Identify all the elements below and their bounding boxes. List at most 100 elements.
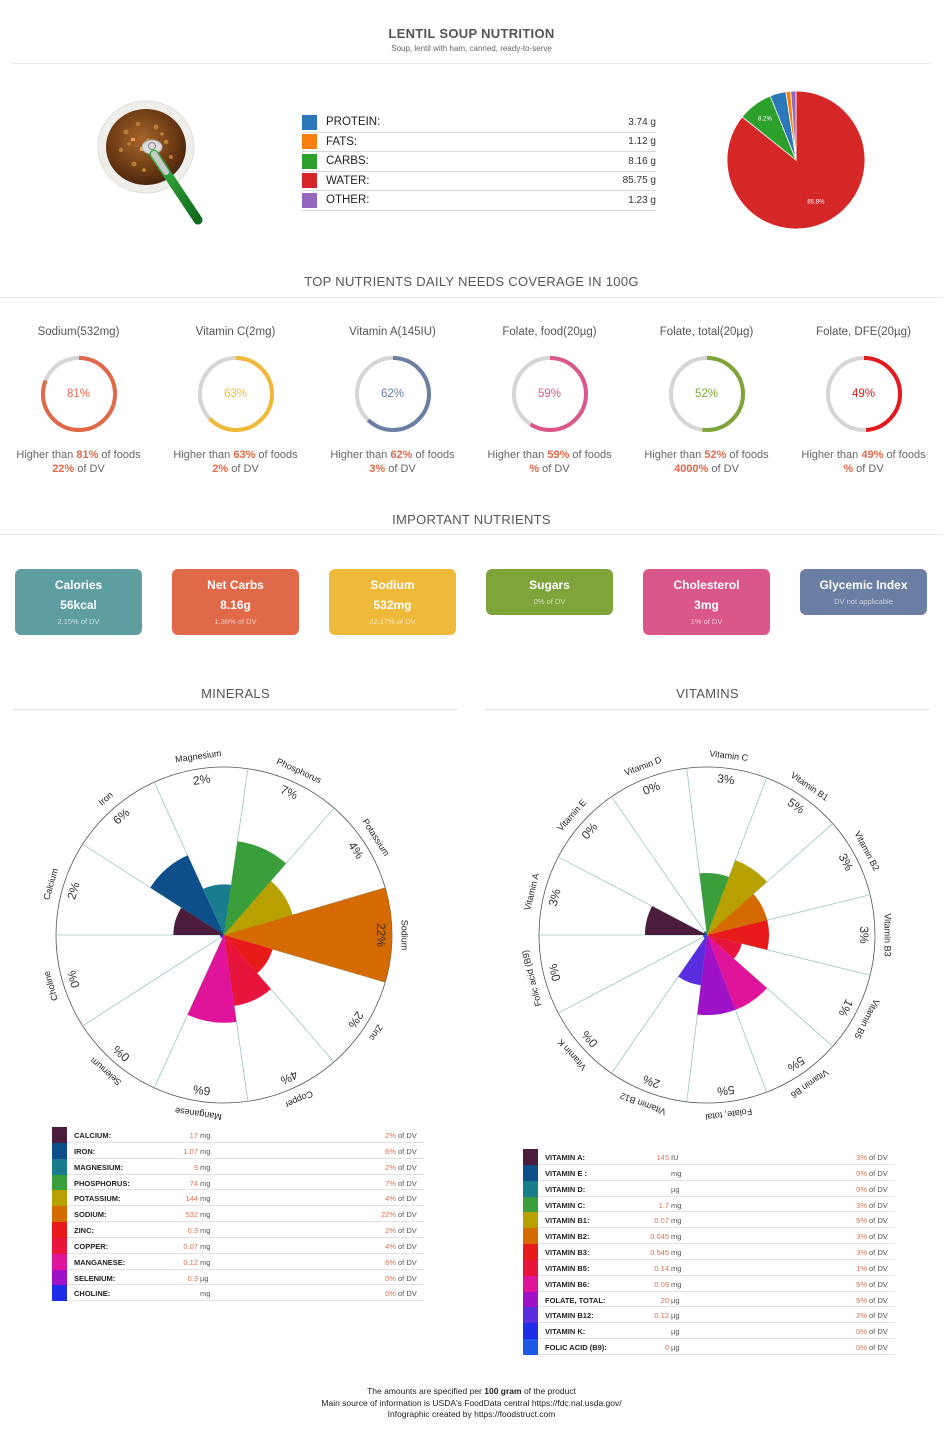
radar-spoke xyxy=(223,768,249,936)
vitamins-row: VITAMIN A: 145 IU 3% of DV xyxy=(523,1149,895,1165)
radar-sector-copper xyxy=(224,935,271,1006)
macro-label: FATS: xyxy=(326,135,358,148)
minerals-row: COPPER: 0.07 mg 4% of DV xyxy=(52,1237,424,1254)
nutrient-dv-percent: 5% xyxy=(856,1295,867,1305)
nutrient-unit: mg xyxy=(671,1168,682,1178)
vitamins-row: FOLIC ACID (B9): 0 µg 0% of DV xyxy=(523,1339,895,1355)
radar-label: Choline xyxy=(42,970,60,1002)
minerals-table: CALCIUM: 17 mg 2% of DV IRON: 1.07 mg 6% of DV MAG… xyxy=(52,1127,424,1302)
minerals-row: POTASSIUM: 144 mg 4% of DV xyxy=(52,1190,424,1207)
page-title: LENTIL SOUP NUTRITION xyxy=(388,26,555,41)
nutrient-unit: µg xyxy=(671,1184,680,1194)
card-value: 8.16g xyxy=(220,598,251,612)
radar-sector-vitamin-b12 xyxy=(678,935,707,986)
nutrient-swatch xyxy=(52,1127,67,1143)
coverage-higher-text: Higher than 59% of foods xyxy=(487,449,612,461)
lentil-soup-image xyxy=(96,92,216,232)
radar-value: 2% xyxy=(192,772,211,788)
radar-sector-vitamin-b2 xyxy=(707,893,768,935)
nutrient-unit: mg xyxy=(200,1194,211,1204)
radar-spoke xyxy=(558,934,708,1014)
nutrient-dv-label: of DV xyxy=(869,1295,888,1305)
nutrient-dv-percent: 0% xyxy=(385,1273,396,1283)
nutrient-swatch xyxy=(52,1269,67,1286)
nutrient-name: VITAMIN C: xyxy=(545,1200,586,1210)
nutrient-quantity: 0.3 xyxy=(187,1273,198,1283)
nutrient-dv-label: of DV xyxy=(869,1184,888,1194)
ring-progress xyxy=(197,356,274,432)
carbs-swatch xyxy=(302,153,317,169)
vitamins-row: VITAMIN K: µg 0% of DV xyxy=(523,1323,895,1340)
nutrient-quantity: 0.07 xyxy=(654,1216,669,1226)
radar-label: Vitamin B3 xyxy=(883,913,893,956)
nutrient-swatch xyxy=(523,1323,538,1340)
minerals-row: MANGANESE: 0.12 mg 6% of DV xyxy=(52,1253,424,1270)
coverage-dv-text: 3% of DV xyxy=(369,463,416,475)
nutrient-unit: mg xyxy=(671,1279,682,1289)
coverage-percent: 49% xyxy=(851,388,876,400)
coverage-bottom-divider xyxy=(0,534,943,535)
nutrient-name: VITAMIN D: xyxy=(545,1184,586,1194)
nutrient-dv-percent: 3% xyxy=(856,1232,867,1242)
nutrient-swatch xyxy=(523,1196,538,1213)
minerals-row: SODIUM: 532 mg 22% of DV xyxy=(52,1206,424,1223)
radar-sector-magnesium xyxy=(202,884,232,935)
nutrient-dv-percent: 2% xyxy=(856,1311,867,1321)
nutrient-dv-label: of DV xyxy=(869,1327,888,1337)
pie-slice-other xyxy=(790,90,797,161)
nutrient-unit: mg xyxy=(200,1162,211,1172)
ring-progress xyxy=(40,356,117,432)
vitamins-row: VITAMIN B3: 0.545 mg 3% of DV xyxy=(523,1244,895,1260)
nutrient-unit: mg xyxy=(671,1248,682,1258)
radar-value: 3% xyxy=(836,851,857,873)
pie-label-carbs: 8.2% xyxy=(758,116,772,122)
nutrient-swatch xyxy=(52,1190,67,1207)
nutrient-name: IRON: xyxy=(74,1146,96,1156)
radar-label: Folate, total xyxy=(705,1107,753,1120)
nutrient-dv-percent: 5% xyxy=(856,1216,867,1226)
nutrient-dv-label: of DV xyxy=(398,1273,417,1283)
radar-label: Vitamin A xyxy=(522,872,541,911)
radar-label: Folic acid (B9) xyxy=(520,949,543,1007)
nutrient-dv-percent: 4% xyxy=(385,1241,396,1251)
footer: The amounts are specified per 100 gram o… xyxy=(0,1386,943,1421)
coverage-dv-text: 4000% of DV xyxy=(674,463,739,475)
minerals-row: PHOSPHORUS: 74 mg 7% of DV xyxy=(52,1174,424,1191)
macro-label: CARBS: xyxy=(326,155,369,168)
coverage-dv-text: 22% of DV xyxy=(52,463,105,475)
nutrient-dv-label: of DV xyxy=(398,1162,417,1172)
radar-value: 1% xyxy=(835,997,856,1019)
water-swatch xyxy=(302,173,317,189)
nutrient-dv-percent: 0% xyxy=(856,1343,867,1353)
vitamins-row: VITAMIN B1: 0.07 mg 5% of DV xyxy=(523,1212,895,1229)
radar-label: Iron xyxy=(97,790,115,808)
nutrient-quantity: 0.12 xyxy=(183,1257,198,1267)
vitamins-underline xyxy=(485,708,930,711)
coverage-dv-text: % of DV xyxy=(843,463,884,475)
nutrient-name: ZINC: xyxy=(74,1226,94,1236)
radar-value: 2% xyxy=(640,1072,661,1091)
vitamins-row: FOLATE, TOTAL: 20 µg 5% of DV xyxy=(523,1291,895,1308)
coverage-name: Vitamin A(145IU) xyxy=(349,326,436,338)
nutrient-dv-percent: 3% xyxy=(856,1248,867,1258)
coverage-name: Folate, total(20µg) xyxy=(659,326,754,338)
coverage-ring: 52% xyxy=(667,354,747,434)
radar-label: Calcium xyxy=(41,867,60,901)
nutrient-dv-percent: 2% xyxy=(385,1226,396,1236)
card-sugars: Sugars 0% of DV xyxy=(486,569,613,615)
page-subtitle: Soup, lentil with ham, canned, ready-to-… xyxy=(391,44,552,53)
minerals-row: CHOLINE: mg 0% of DV xyxy=(52,1285,424,1302)
card-title: Sugars xyxy=(529,578,570,592)
nutrient-name: POTASSIUM: xyxy=(74,1194,121,1204)
radar-spoke xyxy=(686,934,708,1102)
coverage-percent: 62% xyxy=(380,388,405,400)
radar-spoke xyxy=(706,894,871,936)
coverage-vitamin-c: Vitamin C(2mg) 63% Higher than 63% of fo… xyxy=(157,326,314,475)
vitamins-radar-chart: Vitamin A 3%Vitamin E0%Vitamin D0%Vitamin… xyxy=(520,748,893,1120)
nutrient-name: FOLIC ACID (B9): xyxy=(545,1343,607,1353)
macro-row-carbs: CARBS: 8.16 g xyxy=(302,152,656,172)
nutrient-swatch xyxy=(523,1228,538,1245)
nutrient-swatch xyxy=(523,1339,538,1355)
nutrient-unit: mg xyxy=(671,1232,682,1242)
nutrient-swatch xyxy=(523,1164,538,1181)
